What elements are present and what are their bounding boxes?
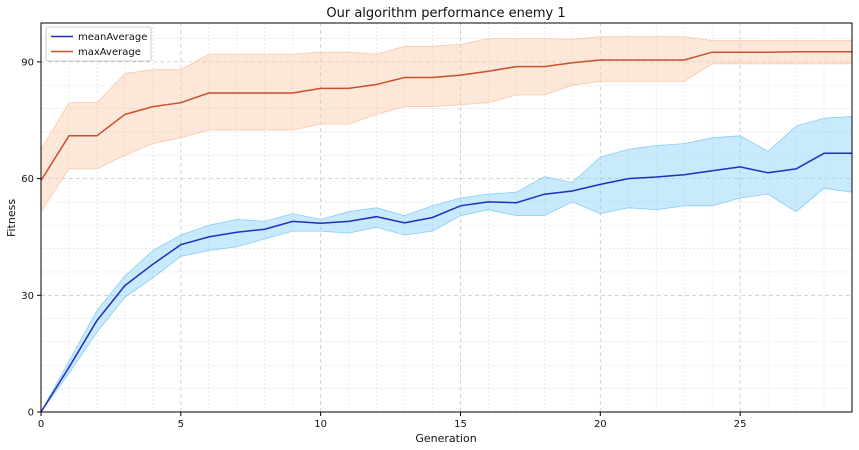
y-tick-label: 90 bbox=[21, 57, 34, 68]
band-meanaverage bbox=[40, 115, 853, 413]
x-tick-label: 15 bbox=[454, 419, 467, 430]
y-axis-label: Fitness bbox=[5, 199, 18, 237]
series-line-meanaverage bbox=[40, 152, 852, 413]
x-tick-label: 5 bbox=[178, 419, 184, 430]
x-tick-label: 25 bbox=[734, 419, 747, 430]
legend-label-meanaverage: meanAverage bbox=[78, 32, 147, 43]
y-tick-label: 0 bbox=[28, 408, 34, 419]
legend-box bbox=[45, 26, 152, 62]
x-tick-label: 20 bbox=[594, 419, 607, 430]
y-tick-label: 30 bbox=[21, 291, 34, 302]
series-lines bbox=[40, 51, 852, 413]
y-tick-label: 60 bbox=[21, 174, 34, 185]
grid bbox=[40, 23, 853, 413]
chart-title: Our algorithm performance enemy 1 bbox=[326, 6, 565, 21]
x-tick-label: 10 bbox=[314, 419, 327, 430]
legend-label-maxaverage: maxAverage bbox=[78, 47, 141, 58]
x-tick-label: 0 bbox=[38, 419, 44, 430]
x-axis-label: Generation bbox=[415, 432, 476, 445]
series-line-maxaverage bbox=[40, 51, 852, 181]
plot-frame bbox=[40, 22, 853, 413]
axis-ticks: 0 5 10 15 20 25 0 30 60 90 bbox=[21, 57, 746, 430]
confidence-bands bbox=[40, 36, 853, 413]
legend: meanAverage maxAverage bbox=[45, 26, 152, 62]
